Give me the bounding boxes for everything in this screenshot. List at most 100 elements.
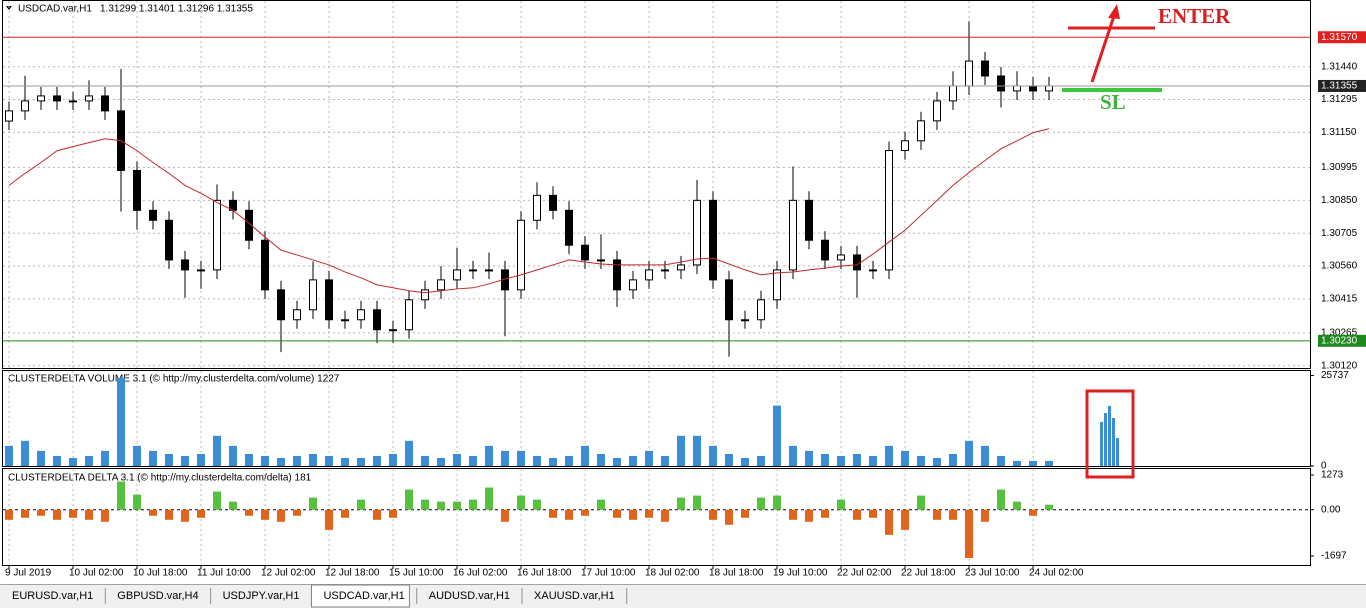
- y-tick-label: 1.31440: [1321, 61, 1358, 72]
- bar: [629, 509, 637, 520]
- bar: [597, 499, 605, 510]
- bar: [501, 509, 509, 522]
- bar: [389, 509, 397, 518]
- tab-active-label[interactable]: USDCAD.var,H1: [323, 590, 404, 602]
- candle-body: [533, 194, 541, 221]
- y-tick-label: 1.30265: [1321, 328, 1358, 339]
- bar: [869, 455, 877, 466]
- bar: [117, 377, 125, 466]
- candle-body: [101, 95, 109, 112]
- tab[interactable]: USDJPY.var,H1: [223, 590, 300, 602]
- candle-body: [725, 279, 733, 321]
- bar: [805, 509, 813, 522]
- y-tick-label: 1.30415: [1321, 294, 1358, 305]
- bar: [373, 509, 381, 520]
- sl-label: SL: [1100, 90, 1126, 114]
- y-tick-label: 25737: [1321, 370, 1349, 381]
- bar: [261, 509, 269, 520]
- candle-body: [693, 199, 701, 266]
- bar: [741, 457, 749, 466]
- x-tick-label: 23 Jul 10:00: [965, 568, 1020, 579]
- tab[interactable]: AUDUSD.var,H1: [429, 590, 510, 602]
- candle-body: [757, 299, 765, 321]
- bar: [565, 509, 573, 520]
- candle-body: [645, 269, 653, 281]
- candle-body: [133, 169, 141, 211]
- bar: [165, 453, 173, 466]
- tab[interactable]: GBPUSD.var,H4: [117, 590, 198, 602]
- bar: [37, 509, 45, 516]
- y-tick-label: 1.31295: [1321, 94, 1358, 105]
- bar: [981, 445, 989, 466]
- level-label: 1.30230: [1321, 335, 1358, 346]
- bar: [517, 450, 525, 466]
- bar: [293, 509, 301, 516]
- bar: [661, 509, 669, 522]
- bar: [1045, 460, 1053, 466]
- bar: [405, 489, 413, 510]
- bar: [133, 494, 141, 510]
- bar: [949, 453, 957, 466]
- bar: [485, 487, 493, 510]
- bar: [5, 509, 13, 520]
- sample-bar: [1108, 406, 1111, 466]
- bar: [597, 453, 605, 466]
- y-tick-label: 1.30705: [1321, 228, 1358, 239]
- bar: [405, 440, 413, 466]
- candle-body: [309, 279, 317, 311]
- tab[interactable]: XAUUSD.var,H1: [534, 590, 615, 602]
- enter-arrow: [1090, 15, 1116, 83]
- bar: [533, 499, 541, 510]
- tab-bar: [0, 584, 1366, 608]
- candle-body: [853, 254, 861, 271]
- bar: [517, 495, 525, 510]
- bar: [485, 445, 493, 466]
- bar: [789, 509, 797, 520]
- bar: [549, 457, 557, 466]
- bar: [853, 509, 861, 520]
- candle-body: [885, 150, 893, 271]
- volume-frame: [2, 370, 1311, 467]
- candle-body: [293, 309, 301, 321]
- x-tick-label: 17 Jul 10:00: [581, 568, 636, 579]
- candle-body: [277, 289, 285, 321]
- candle-body: [565, 209, 573, 246]
- bar: [229, 501, 237, 510]
- bar: [309, 453, 317, 466]
- bar: [69, 457, 77, 466]
- candle-body: [773, 269, 781, 301]
- bar: [149, 509, 157, 516]
- x-tick-label: 10 Jul 18:00: [133, 568, 188, 579]
- bar: [453, 453, 461, 466]
- bar: [789, 445, 797, 466]
- candle-body: [997, 75, 1005, 92]
- candle-body: [597, 259, 605, 262]
- candle-body: [677, 264, 685, 271]
- delta-frame: [2, 468, 1311, 566]
- x-tick-label: 15 Jul 10:00: [389, 568, 444, 579]
- bar: [1029, 509, 1037, 516]
- candle-body: [981, 60, 989, 77]
- y-tick-label: 1.30995: [1321, 162, 1358, 173]
- bar: [565, 455, 573, 466]
- candle-body: [325, 279, 333, 321]
- candle-body: [165, 219, 173, 261]
- sample-bar: [1116, 438, 1119, 466]
- bar: [21, 509, 29, 518]
- candle-body: [709, 199, 717, 281]
- candle-body: [5, 110, 13, 122]
- tab-active: [310, 584, 410, 608]
- x-tick-label: 11 Jul 10:00: [197, 568, 251, 579]
- bar: [709, 509, 717, 520]
- bar: [469, 455, 477, 466]
- y-tick-label: 1.30120: [1321, 360, 1358, 371]
- level-label: 1.31355: [1321, 81, 1358, 92]
- bar: [293, 455, 301, 466]
- candle-body: [629, 279, 637, 291]
- bar: [885, 445, 893, 466]
- bar: [885, 509, 893, 535]
- volume-title: CLUSTERDELTA VOLUME 3.1 (© http://my.clu…: [8, 374, 340, 385]
- y-tick-label: 1.30850: [1321, 195, 1358, 206]
- tab[interactable]: EURUSD.var,H1: [12, 590, 93, 602]
